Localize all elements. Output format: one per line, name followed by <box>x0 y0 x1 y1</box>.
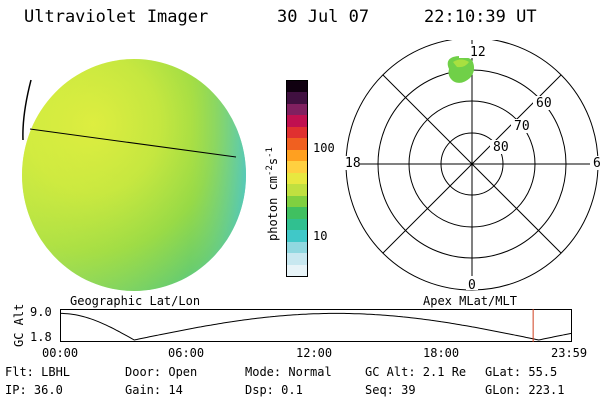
auroral-emission-core <box>453 59 469 68</box>
orbit-xtick-1200: 12:00 <box>296 346 333 360</box>
mlt-0-label-bg <box>466 276 478 290</box>
uv-disk-overlay <box>22 59 246 291</box>
glon-status: GLon: 223.1 <box>485 383 565 397</box>
mlt-6-label-bg <box>590 156 600 170</box>
colorbar-segment <box>287 126 307 139</box>
instrument-title: Ultraviolet Imager <box>24 7 209 27</box>
colorbar-segment <box>287 184 307 196</box>
colorbar-segment <box>287 92 307 104</box>
polar-plot: 12 18 6 0 60 70 80 <box>340 40 600 293</box>
lat-70-label-bg <box>511 119 531 133</box>
colorbar-segment <box>287 207 307 219</box>
colorbar-segment <box>287 81 307 93</box>
colorbar-segment <box>287 253 307 265</box>
lat-label-80: 80 <box>493 140 509 155</box>
mlt-label-0: 0 <box>468 278 476 293</box>
colorbar-tick-10: 10 <box>313 229 328 243</box>
colorbar-segment <box>287 230 307 242</box>
apex-caption: Apex MLat/MLT <box>423 294 517 308</box>
colorbar-segment <box>287 218 307 231</box>
orbit-ylabel: GC Alt <box>12 303 26 347</box>
filter-status: Flt: LBHL <box>5 365 71 379</box>
orbit-xtick-0000: 00:00 <box>42 346 79 360</box>
orbit-ytick-1-8: 1.8 <box>30 330 52 344</box>
glat-status: GLat: 55.5 <box>485 365 558 379</box>
colorbar-segment <box>287 149 307 162</box>
colorbar-segment <box>287 264 307 276</box>
orbit-xtick-2359: 23:59 <box>551 346 588 360</box>
mlt-18-label-bg <box>340 156 360 170</box>
orbit-ytick-9: 9.0 <box>30 305 52 319</box>
orbit-altitude-plot <box>60 309 572 342</box>
polar-diagonal-2 <box>382 74 562 254</box>
orbit-frame <box>60 309 572 342</box>
colorbar-tick-100: 100 <box>313 141 335 155</box>
lat-label-60: 60 <box>536 96 552 111</box>
colorbar-segment <box>287 103 307 116</box>
terminator-line <box>29 128 237 158</box>
colorbar-segment <box>287 161 307 173</box>
seq-status: Seq: 39 <box>365 383 416 397</box>
lat-60-label-bg <box>533 96 553 110</box>
mlt-12-label-bg <box>459 44 479 58</box>
colorbar-unit-label: photon cm-2s-1 <box>265 147 280 241</box>
gain-status: Gain: 14 <box>125 383 183 397</box>
colorbar-segment <box>287 241 307 254</box>
gc-alt-status: GC Alt: 2.1 Re <box>365 365 467 379</box>
orbit-xtick-0600: 06:00 <box>168 346 205 360</box>
mlt-label-12: 12 <box>470 45 486 60</box>
mlt-label-6: 6 <box>593 156 600 171</box>
observation-date: 30 Jul 07 <box>277 7 370 27</box>
geographic-image-panel <box>22 59 246 291</box>
mode-status: Mode: Normal <box>245 365 332 379</box>
limb-arc <box>22 79 32 141</box>
door-status: Door: Open <box>125 365 198 379</box>
lat-80-label-bg <box>490 140 510 154</box>
dsp-status: Dsp: 0.1 <box>245 383 303 397</box>
observation-time: 22:10:39 UT <box>424 7 537 27</box>
ip-status: IP: 36.0 <box>5 383 63 397</box>
colorbar-segment <box>287 195 307 208</box>
orbit-xtick-1800: 18:00 <box>423 346 460 360</box>
colorbar <box>286 80 308 277</box>
colorbar-segment <box>287 138 307 150</box>
altitude-curve <box>60 312 572 341</box>
geographic-caption: Geographic Lat/Lon <box>70 294 201 308</box>
colorbar-segment <box>287 115 307 127</box>
mlt-label-18: 18 <box>345 156 361 171</box>
lat-label-70: 70 <box>514 119 530 134</box>
colorbar-segment <box>287 172 307 185</box>
